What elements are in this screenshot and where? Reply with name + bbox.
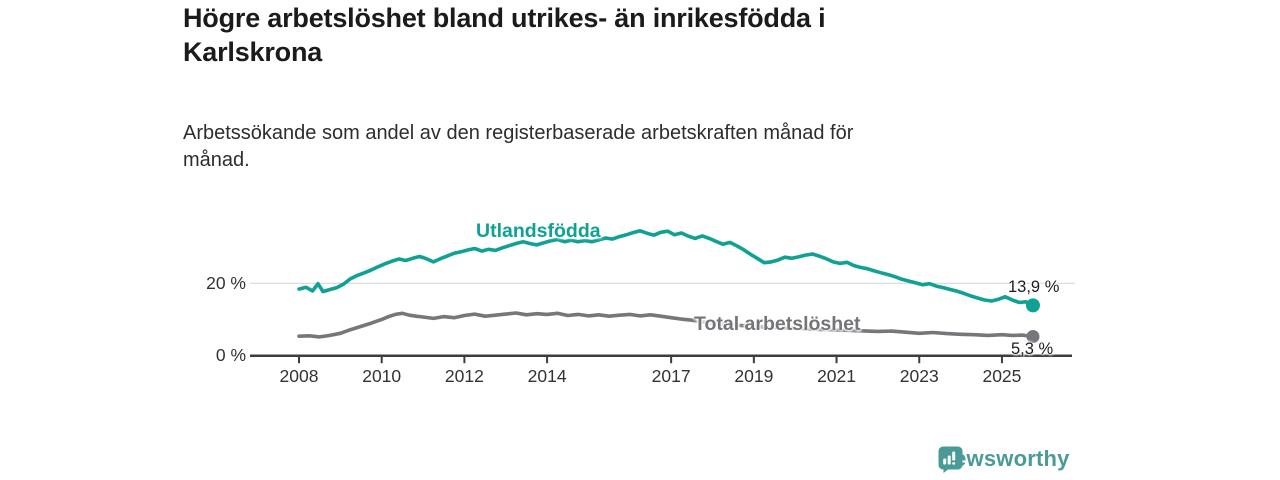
x-tick-label-2025: 2025 xyxy=(982,366,1022,386)
x-tick-label-2010: 2010 xyxy=(362,366,402,386)
end-dot-total-arbetsloshet xyxy=(1026,330,1040,344)
x-tick-label-2012: 2012 xyxy=(444,366,484,386)
end-dot-utlandsfodda xyxy=(1025,298,1040,313)
value-label-utlandsfodda: 13,9 % xyxy=(1008,278,1060,296)
series-line-total-arbetsloshet xyxy=(297,311,1035,339)
x-tick-label-2023: 2023 xyxy=(899,366,939,386)
x-tick-label-2021: 2021 xyxy=(817,366,857,386)
series-label-utlandsfodda: Utlandsfödda xyxy=(476,220,601,242)
x-tick-label-2019: 2019 xyxy=(734,366,774,386)
newsworthy-logo-icon xyxy=(938,446,963,473)
series-line-utlandsfodda xyxy=(297,229,1035,308)
chart-subtitle: Arbetssökande som andel av den registerb… xyxy=(183,122,854,171)
x-tick-label-2008: 2008 xyxy=(279,366,319,386)
newsworthy-logo: Newsworthy xyxy=(938,446,1070,473)
value-label-total-arbetsloshet: 5,3 % xyxy=(1011,340,1054,358)
x-tick-label-2017: 2017 xyxy=(651,366,691,386)
y-tick-label-0: 0 % xyxy=(215,345,246,365)
series-label-total-arbetsloshet: Total arbetslöshet xyxy=(694,313,861,335)
chart-title: Högre arbetslöshet bland utrikes- än inr… xyxy=(183,3,826,67)
chart-bars-icon xyxy=(943,451,956,465)
x-tick-label-2014: 2014 xyxy=(527,366,567,386)
y-tick-label-20: 20 % xyxy=(206,273,246,293)
